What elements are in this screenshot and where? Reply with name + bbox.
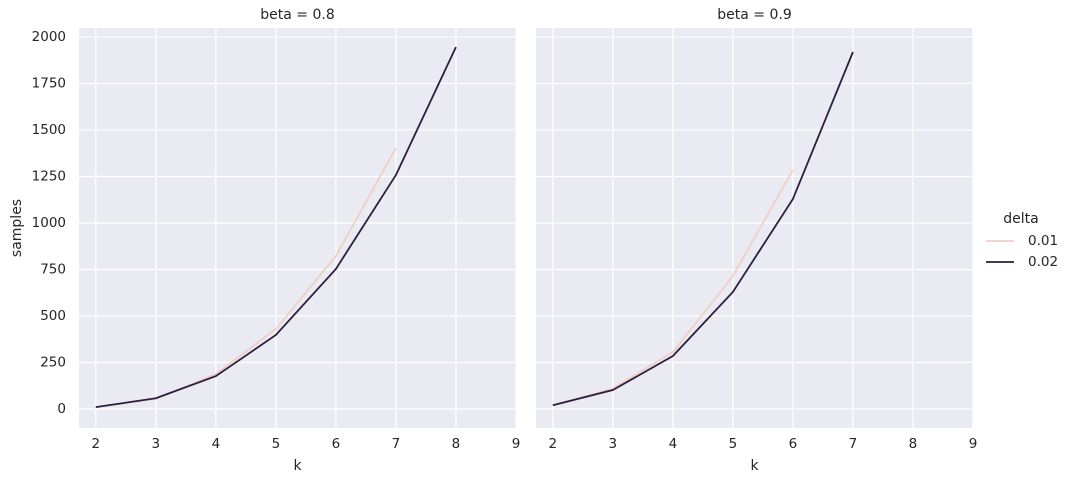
x-tick-label: 3 bbox=[609, 436, 618, 452]
x-axis-label: k bbox=[293, 458, 302, 474]
x-tick-label: 6 bbox=[789, 436, 798, 452]
line-series bbox=[95, 46, 457, 409]
y-tick-label: 0 bbox=[57, 401, 66, 417]
x-tick-label: 3 bbox=[152, 436, 161, 452]
x-tick-label: 7 bbox=[849, 436, 858, 452]
x-tick-label: 7 bbox=[392, 436, 401, 452]
x-tick-label: 2 bbox=[549, 436, 558, 452]
x-tick-label: 4 bbox=[669, 436, 678, 452]
x-tick-label: 4 bbox=[212, 436, 221, 452]
x-tick-label: 5 bbox=[729, 436, 738, 452]
x-tick-label: 8 bbox=[909, 436, 918, 452]
x-axis-label: k bbox=[750, 458, 759, 474]
y-tick-label: 250 bbox=[40, 355, 66, 371]
x-tick-label: 8 bbox=[452, 436, 461, 452]
line-series bbox=[552, 51, 854, 407]
y-tick-label: 750 bbox=[40, 261, 66, 277]
legend: delta 0.01 0.02 bbox=[986, 211, 1058, 270]
y-tick-label: 1250 bbox=[32, 168, 66, 184]
y-tick-label: 500 bbox=[40, 308, 66, 324]
legend-title: delta bbox=[1003, 211, 1038, 227]
legend-label: 0.02 bbox=[1028, 254, 1058, 270]
panel-title: beta = 0.8 bbox=[260, 7, 334, 23]
y-tick-label: 1750 bbox=[32, 75, 66, 91]
x-tick-label: 2 bbox=[92, 436, 101, 452]
x-tick-label: 5 bbox=[272, 436, 281, 452]
panel-title: beta = 0.9 bbox=[717, 7, 791, 23]
y-tick-label: 1000 bbox=[32, 215, 66, 231]
y-tick-label: 1500 bbox=[32, 122, 66, 138]
y-tick-label: 2000 bbox=[32, 29, 66, 45]
x-tick-label: 9 bbox=[512, 436, 521, 452]
legend-label: 0.01 bbox=[1028, 233, 1058, 249]
x-tick-label: 6 bbox=[332, 436, 341, 452]
y-axis-label: samples bbox=[9, 199, 25, 257]
line-series bbox=[552, 169, 794, 407]
x-tick-label: 9 bbox=[969, 436, 978, 452]
plot-area bbox=[79, 28, 516, 428]
plot-area bbox=[536, 28, 973, 428]
